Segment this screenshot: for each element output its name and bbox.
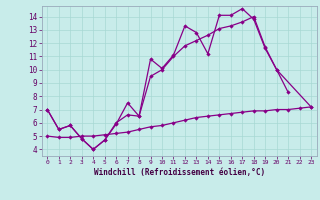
X-axis label: Windchill (Refroidissement éolien,°C): Windchill (Refroidissement éolien,°C) bbox=[94, 168, 265, 177]
